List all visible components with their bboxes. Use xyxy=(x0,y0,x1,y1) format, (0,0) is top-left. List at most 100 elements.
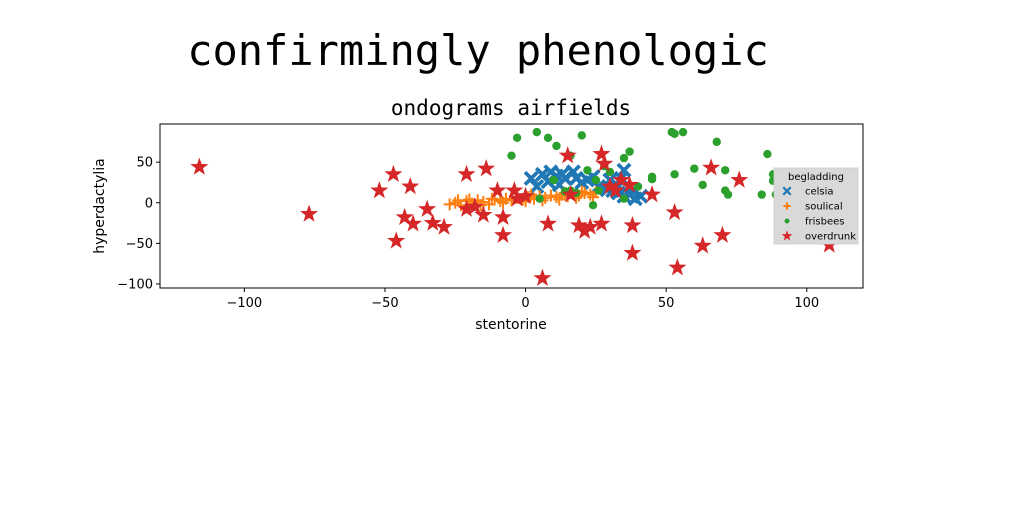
data-point-overdrunk xyxy=(668,258,687,276)
data-point-overdrunk xyxy=(370,181,389,199)
legend: begladding celsia soulical frisbees overdru… xyxy=(773,167,859,245)
data-point-overdrunk xyxy=(592,144,611,162)
data-point-overdrunk xyxy=(665,203,684,221)
data-point-overdrunk xyxy=(505,181,524,199)
legend-label-soulical: soulical xyxy=(805,202,843,213)
data-point-overdrunk xyxy=(434,217,454,235)
legend-marker-soulical xyxy=(783,202,791,210)
legend-title: begladding xyxy=(788,172,844,183)
data-point-frisbees xyxy=(698,180,707,190)
chart-title: ondograms airfields xyxy=(391,96,631,120)
y-tick-label: −100 xyxy=(117,277,153,292)
data-point-overdrunk xyxy=(606,181,625,199)
data-point-overdrunk xyxy=(387,231,406,249)
data-point-soulical xyxy=(584,188,597,201)
data-point-frisbees xyxy=(583,166,592,175)
data-point-overdrunk xyxy=(561,185,580,203)
data-point-overdrunk xyxy=(457,199,476,217)
data-point-soulical xyxy=(550,191,563,204)
data-point-soulical xyxy=(494,195,507,208)
data-point-frisbees xyxy=(577,131,586,140)
legend-label-overdrunk: overdrunk xyxy=(805,232,856,243)
legend-marker-overdrunk xyxy=(781,230,793,241)
data-point-overdrunk xyxy=(569,215,589,234)
data-point-overdrunk xyxy=(581,217,600,235)
data-point-overdrunk xyxy=(404,214,423,232)
data-point-overdrunk xyxy=(592,214,611,232)
x-axis-label: stentorine xyxy=(475,317,546,333)
data-point-overdrunk xyxy=(516,186,535,204)
data-point-overdrunk xyxy=(488,181,507,199)
data-point-frisbees xyxy=(633,182,643,191)
data-point-soulical xyxy=(452,194,465,207)
data-point-soulical xyxy=(578,187,591,200)
legend-label-frisbees: frisbees xyxy=(805,217,844,228)
data-point-overdrunk xyxy=(494,207,513,226)
axes-layer: −100 −50 0 50 100 −100 −50 0 50 xyxy=(117,156,819,311)
data-point-overdrunk xyxy=(595,154,614,172)
data-point-overdrunk xyxy=(623,243,642,261)
data-point-overdrunk xyxy=(418,199,437,217)
data-point-frisbees xyxy=(512,133,522,143)
data-point-frisbees xyxy=(619,153,629,163)
data-point-soulical xyxy=(463,193,476,206)
data-point-soulical xyxy=(485,192,498,205)
data-point-frisbees xyxy=(625,147,634,156)
data-point-soulical xyxy=(544,189,557,202)
data-point-overdrunk xyxy=(508,189,527,207)
legend-label-celsia: celsia xyxy=(805,187,834,198)
data-points-layer xyxy=(190,127,839,286)
data-point-overdrunk xyxy=(575,221,594,239)
data-point-frisbees xyxy=(670,129,679,138)
data-point-frisbees xyxy=(507,151,516,160)
data-point-overdrunk xyxy=(533,268,552,286)
data-point-frisbees xyxy=(543,133,553,143)
data-point-overdrunk xyxy=(702,158,721,176)
data-point-frisbees xyxy=(591,175,601,185)
data-point-overdrunk xyxy=(623,215,642,234)
data-point-overdrunk xyxy=(494,225,513,243)
data-point-frisbees xyxy=(721,166,730,175)
legend-marker-frisbees xyxy=(784,218,790,224)
data-point-frisbees xyxy=(552,141,561,151)
y-tick-label: −50 xyxy=(126,237,153,252)
legend-marker-celsia xyxy=(782,186,792,196)
data-point-overdrunk xyxy=(600,177,619,195)
data-point-overdrunk xyxy=(558,146,577,164)
data-point-soulical xyxy=(443,198,456,211)
data-point-soulical xyxy=(497,196,510,209)
data-point-overdrunk xyxy=(474,205,493,223)
data-point-overdrunk xyxy=(713,225,732,243)
data-point-frisbees xyxy=(678,127,688,137)
series-overdrunk xyxy=(190,144,839,286)
data-point-frisbees xyxy=(670,170,679,179)
data-point-overdrunk xyxy=(620,175,639,193)
x-tick-label: 50 xyxy=(658,296,675,311)
data-point-overdrunk xyxy=(539,214,558,232)
data-point-overdrunk xyxy=(477,159,496,177)
y-axis-label: hyperdactylia xyxy=(92,158,108,253)
data-point-frisbees xyxy=(757,190,766,199)
x-tick-label: 0 xyxy=(521,296,529,311)
legend-entries: celsia soulical frisbees overdrunk xyxy=(781,186,856,243)
data-point-overdrunk xyxy=(465,197,484,215)
y-tick-label: 0 xyxy=(145,196,153,211)
data-point-frisbees xyxy=(535,194,544,203)
data-point-overdrunk xyxy=(190,157,209,175)
y-tick-label: 50 xyxy=(136,156,153,171)
data-point-overdrunk xyxy=(384,164,403,183)
figure-supertitle: confirmingly phenologic xyxy=(187,26,769,75)
data-point-overdrunk xyxy=(643,185,662,203)
data-point-frisbees xyxy=(647,175,657,184)
data-point-overdrunk xyxy=(395,207,414,226)
data-point-overdrunk xyxy=(300,204,319,222)
x-tick-label: 100 xyxy=(794,296,819,311)
data-point-overdrunk xyxy=(457,164,476,183)
data-point-frisbees xyxy=(532,127,542,137)
data-point-frisbees xyxy=(723,190,733,199)
data-point-overdrunk xyxy=(693,236,712,254)
data-point-celsia xyxy=(554,166,570,182)
x-tick-label: −50 xyxy=(371,296,398,311)
data-point-frisbees xyxy=(712,137,721,147)
